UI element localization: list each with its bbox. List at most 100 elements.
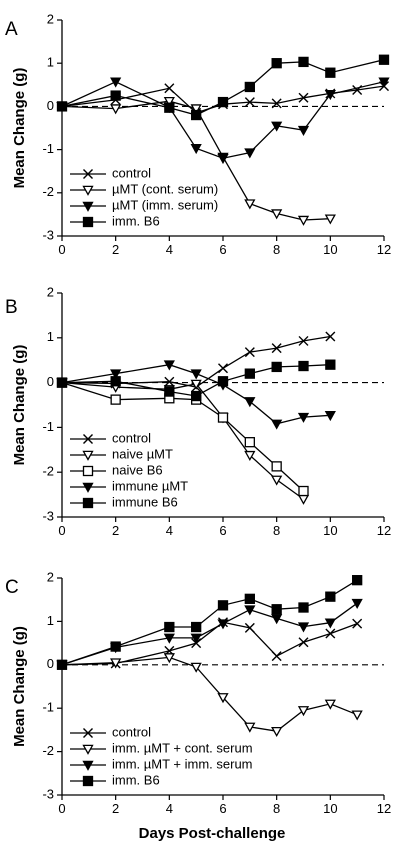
data-point <box>324 214 336 225</box>
y-tick-label: -1 <box>42 419 54 434</box>
legend-item: imm. µMT + cont. serum <box>70 740 253 755</box>
data-point <box>351 710 363 721</box>
data-point <box>164 386 175 397</box>
data-point <box>297 412 310 423</box>
data-point <box>217 693 229 704</box>
data-point <box>297 125 310 136</box>
marker-stroke <box>298 335 309 346</box>
data-point <box>325 359 336 370</box>
marker-stroke <box>164 376 175 387</box>
legend-label: imm. B6 <box>112 772 160 787</box>
data-point <box>324 90 336 101</box>
data-point <box>378 54 390 65</box>
marker-stroke <box>83 434 93 444</box>
data-point <box>190 369 202 380</box>
data-point <box>110 104 122 115</box>
data-point <box>191 621 202 633</box>
data-point <box>271 58 282 69</box>
legend-item: imm. B6 <box>70 772 160 787</box>
data-point <box>324 411 336 422</box>
y-tick-label: -3 <box>42 227 54 242</box>
data-point <box>217 376 229 387</box>
data-point <box>190 633 202 644</box>
marker-stroke <box>298 637 309 648</box>
data-point <box>190 379 202 390</box>
x-tick-label: 10 <box>323 242 337 257</box>
y-axis-label: Mean Change (g) <box>11 345 28 466</box>
y-tick-label: -2 <box>42 743 54 758</box>
data-point <box>244 722 256 733</box>
y-tick-label: 2 <box>47 11 54 26</box>
x-tick-label: 8 <box>273 242 280 257</box>
data-point <box>271 121 283 132</box>
data-point <box>298 92 309 103</box>
panel-letter: C <box>5 577 19 598</box>
legend-label: imm. µMT + cont. serum <box>112 740 253 755</box>
marker-stroke <box>352 618 363 629</box>
marker-stroke <box>325 331 336 342</box>
data-point <box>271 614 283 625</box>
legend-marker <box>82 775 94 787</box>
data-point <box>325 591 336 602</box>
data-point <box>325 628 336 639</box>
data-point <box>271 651 282 662</box>
data-point <box>56 101 68 112</box>
data-point <box>190 104 202 115</box>
y-tick-label: 0 <box>47 374 54 389</box>
x-tick-label: 10 <box>323 523 337 538</box>
marker-stroke <box>271 343 282 354</box>
data-point <box>217 619 229 630</box>
x-tick-label: 2 <box>112 523 119 538</box>
legend-label: µMT (imm. serum) <box>112 197 218 212</box>
legend-label: immune B6 <box>112 494 178 509</box>
y-tick-label: -3 <box>42 508 54 523</box>
data-point <box>298 485 309 497</box>
series-1 <box>56 653 363 738</box>
data-point <box>325 331 336 342</box>
series-line <box>61 579 358 666</box>
data-point <box>244 347 255 358</box>
data-point <box>244 81 255 93</box>
data-point <box>244 397 256 408</box>
legend-marker <box>82 744 94 755</box>
marker-stroke <box>271 98 282 109</box>
y-tick-label: 1 <box>47 329 54 344</box>
legend-marker <box>83 728 93 738</box>
marker-stroke <box>164 83 175 94</box>
x-tick-label: 4 <box>166 801 173 816</box>
legend-label: naive B6 <box>112 462 163 477</box>
y-axis-label: Mean Change (g) <box>11 626 28 747</box>
data-point <box>352 575 363 586</box>
data-point <box>191 109 202 121</box>
data-point <box>244 148 256 159</box>
series-4 <box>56 359 336 402</box>
legend-label: imm. µMT + imm. serum <box>112 756 253 771</box>
x-tick-label: 12 <box>377 523 391 538</box>
series-line <box>61 81 385 159</box>
y-tick-label: 1 <box>47 613 54 628</box>
data-point <box>244 593 255 604</box>
data-point <box>298 637 309 648</box>
y-tick-label: 1 <box>47 55 54 70</box>
data-point <box>244 605 256 616</box>
y-tick-label: -3 <box>42 786 54 801</box>
data-point <box>163 96 175 108</box>
legend-marker <box>82 450 94 461</box>
data-point <box>110 658 122 669</box>
legend-marker <box>83 169 93 179</box>
data-point <box>110 376 121 387</box>
data-point <box>378 77 390 88</box>
data-point <box>217 96 229 108</box>
legend-item: control <box>70 724 151 739</box>
y-tick-label: -2 <box>42 464 54 479</box>
y-tick-label: -1 <box>42 141 54 156</box>
legend-item: control <box>70 165 151 180</box>
data-point <box>271 361 282 373</box>
data-point <box>271 343 282 354</box>
y-tick-label: 2 <box>47 569 54 584</box>
marker-stroke <box>218 363 228 374</box>
